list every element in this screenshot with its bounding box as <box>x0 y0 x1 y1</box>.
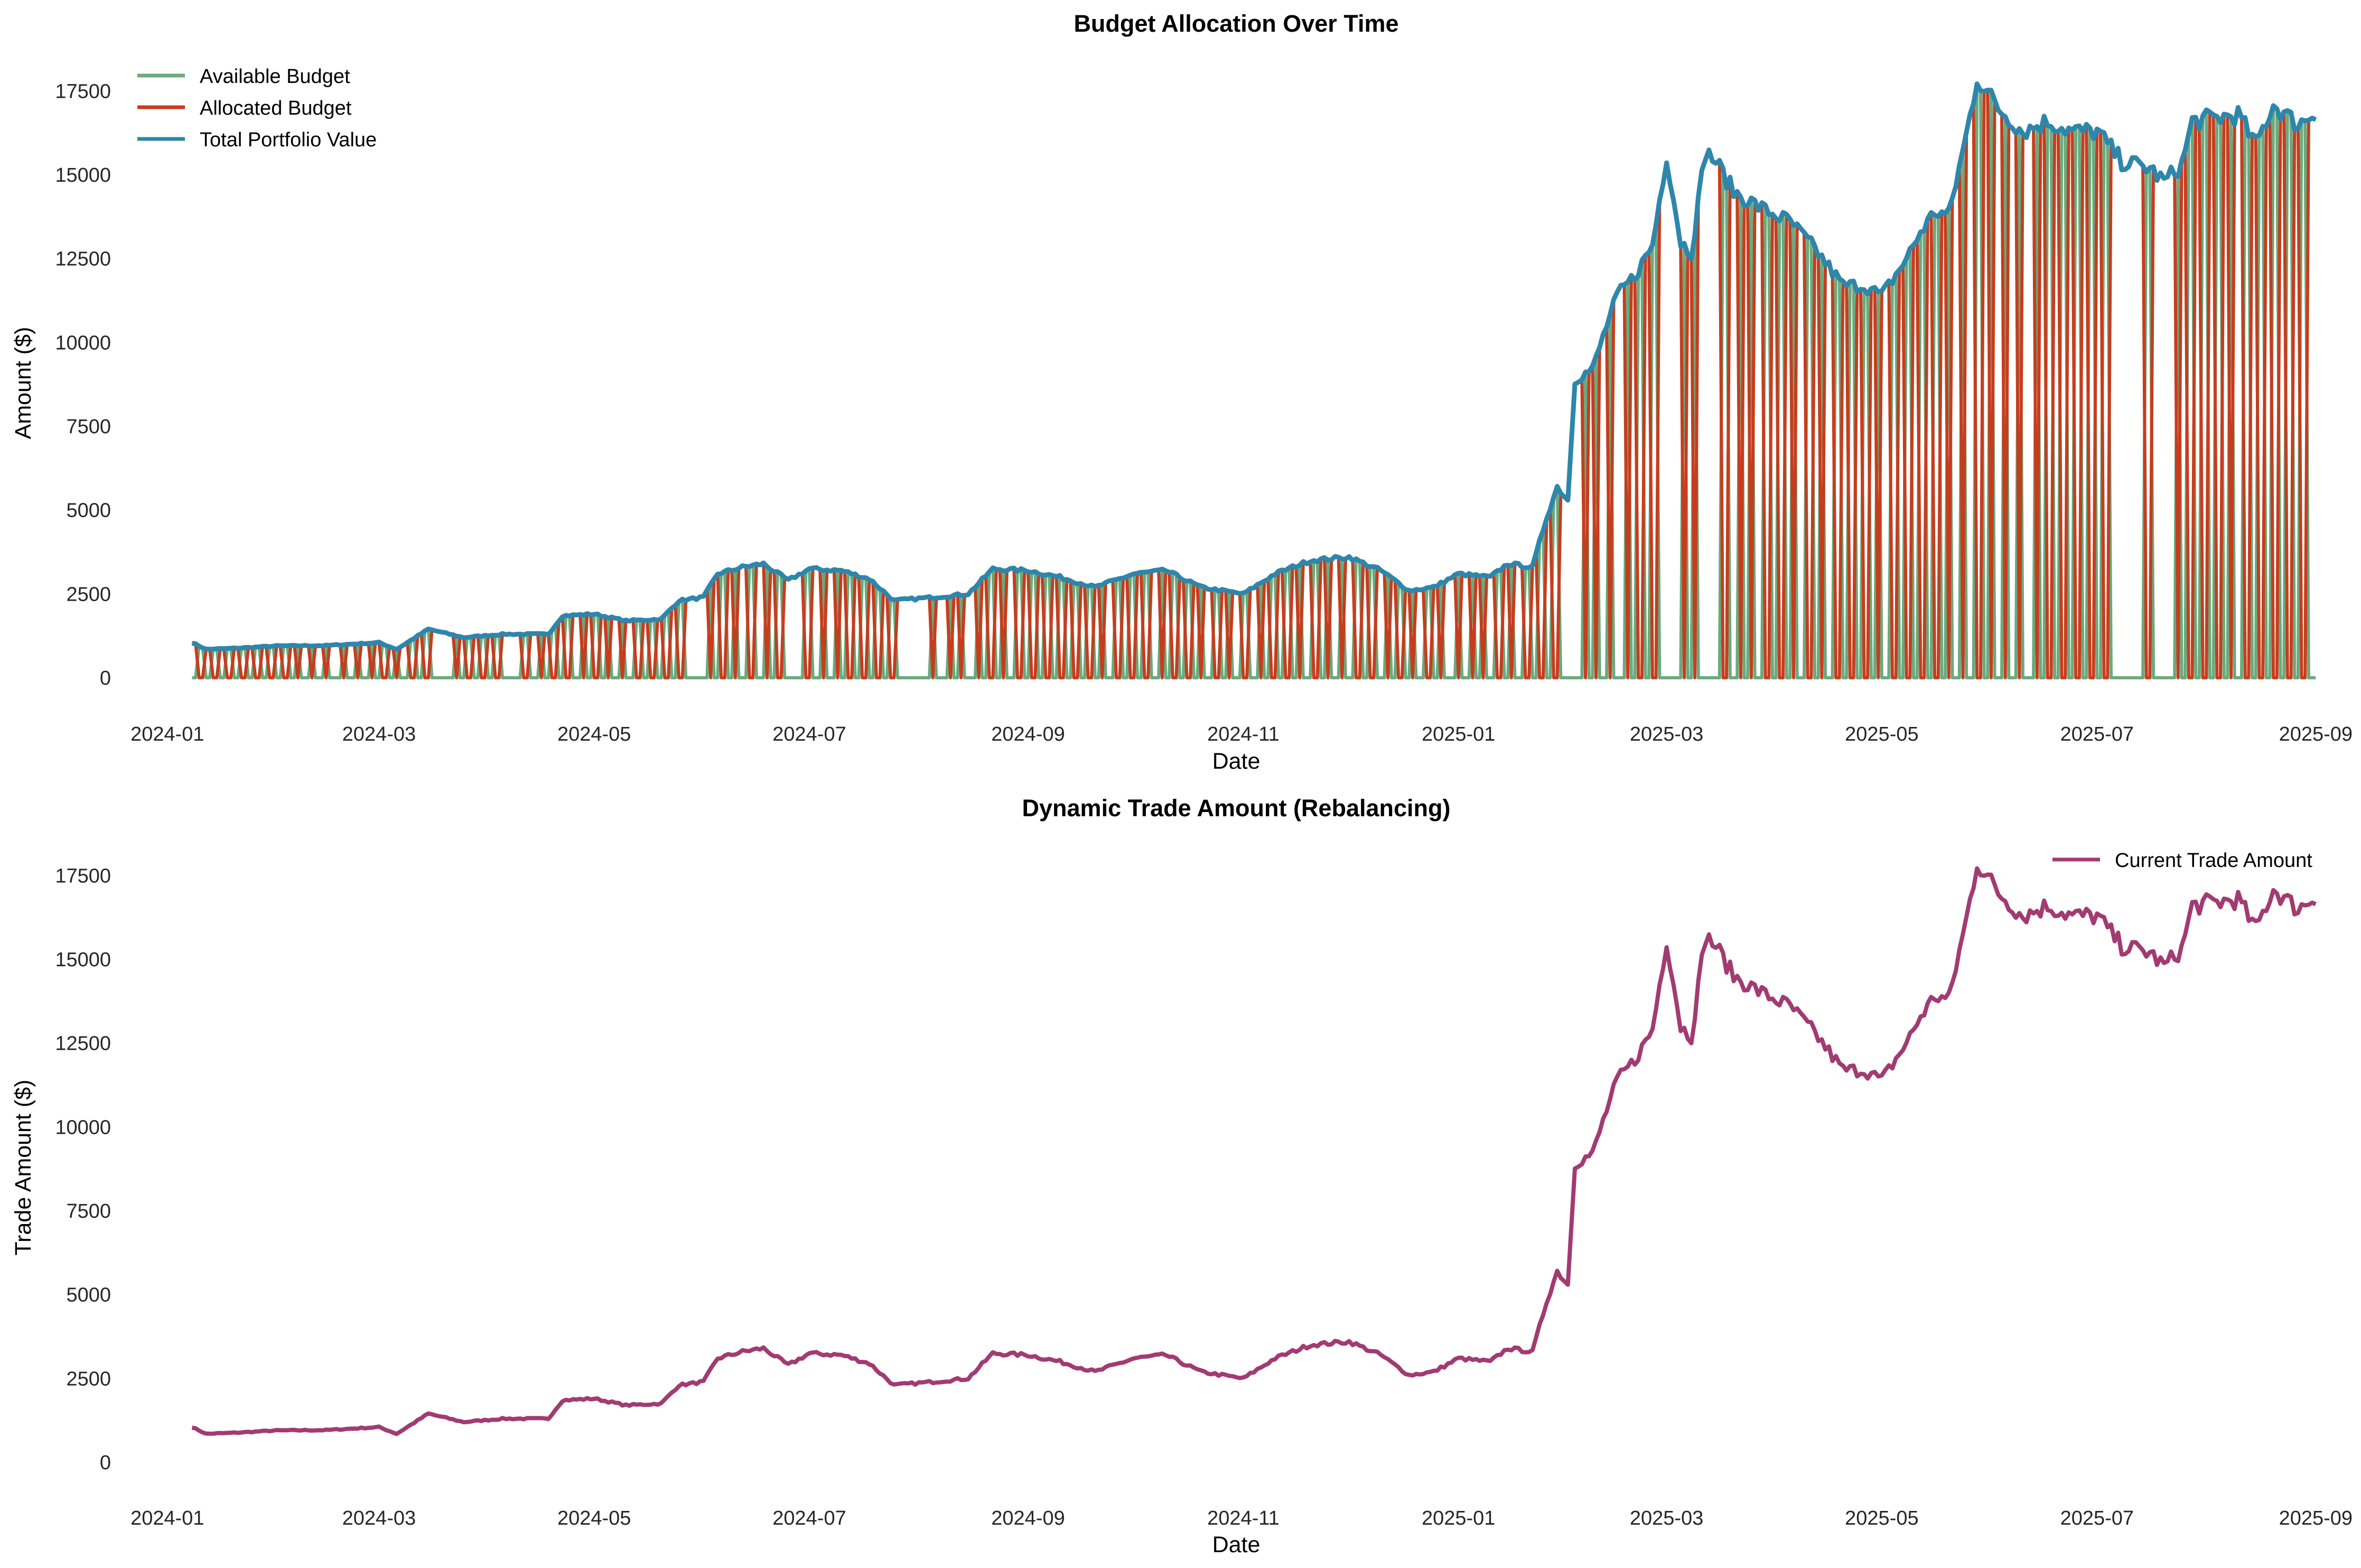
y-tick-labels: 0 2500 5000 7500 10000 12500 15000 17500 <box>55 81 111 689</box>
x-tick-label: 2025-07 <box>2060 1507 2134 1529</box>
y-tick-label: 15000 <box>55 164 111 186</box>
x-tick-label: 2025-09 <box>2279 723 2353 745</box>
legend: Available Budget Allocated Budget Total … <box>137 66 377 151</box>
x-tick-label: 2025-05 <box>1845 1507 1918 1529</box>
y-tick-label: 7500 <box>66 1200 111 1222</box>
y-tick-label: 7500 <box>66 416 111 438</box>
y-tick-label: 17500 <box>55 865 111 888</box>
y-tick-label: 2500 <box>66 1368 111 1390</box>
x-tick-label: 2024-09 <box>991 723 1065 745</box>
y-tick-label: 2500 <box>66 583 111 605</box>
y-tick-label: 12500 <box>55 248 111 270</box>
y-axis-label: Amount ($) <box>11 327 36 440</box>
y-tick-label: 5000 <box>66 500 111 522</box>
x-tick-label: 2025-03 <box>1630 1507 1703 1529</box>
x-tick-label: 2024-05 <box>557 1507 631 1529</box>
x-tick-labels: 2024-01 2024-03 2024-05 2024-07 2024-09 2024-… <box>130 1507 2353 1529</box>
x-tick-label: 2025-09 <box>2279 1507 2353 1529</box>
y-tick-label: 17500 <box>55 81 111 103</box>
legend-label: Allocated Budget <box>200 97 352 119</box>
x-tick-label: 2025-05 <box>1845 723 1918 745</box>
legend-label: Available Budget <box>200 66 350 88</box>
plot-area <box>191 866 2317 1436</box>
x-tick-label: 2024-09 <box>991 1507 1065 1529</box>
x-tick-label: 2025-01 <box>1422 723 1495 745</box>
x-axis-label: Date <box>1212 1532 1261 1557</box>
y-axis-label: Trade Amount ($) <box>11 1080 36 1256</box>
x-tick-label: 2024-03 <box>342 723 416 745</box>
legend-label: Current Trade Amount <box>2115 850 2312 872</box>
y-tick-label: 5000 <box>66 1284 111 1306</box>
x-tick-label: 2024-11 <box>1207 1507 1280 1529</box>
y-tick-label: 10000 <box>55 332 111 354</box>
budget-allocation-chart: Budget Allocation Over Time 0 2500 5000 750… <box>11 10 2353 774</box>
chart-title: Dynamic Trade Amount (Rebalancing) <box>1022 795 1451 822</box>
legend-label: Total Portfolio Value <box>200 129 377 151</box>
x-tick-label: 2024-01 <box>130 1507 204 1529</box>
y-tick-label: 0 <box>100 667 111 689</box>
x-axis-label: Date <box>1212 749 1261 774</box>
trade-amount-chart: Dynamic Trade Amount (Rebalancing) 0 2500… <box>11 795 2353 1557</box>
x-tick-label: 2024-07 <box>772 723 846 745</box>
plot-area <box>191 81 2317 679</box>
y-tick-label: 0 <box>100 1452 111 1474</box>
x-tick-label: 2025-03 <box>1630 723 1703 745</box>
x-tick-label: 2024-11 <box>1207 723 1280 745</box>
x-tick-label: 2025-01 <box>1422 1507 1495 1529</box>
chart-title: Budget Allocation Over Time <box>1074 10 1398 37</box>
legend: Current Trade Amount <box>2052 850 2312 872</box>
series-line-trade <box>191 866 2317 1436</box>
x-tick-label: 2025-07 <box>2060 723 2134 745</box>
y-tick-label: 12500 <box>55 1033 111 1055</box>
x-tick-label: 2024-03 <box>342 1507 416 1529</box>
y-tick-labels: 0 2500 5000 7500 10000 12500 15000 17500 <box>55 865 111 1474</box>
y-tick-label: 15000 <box>55 949 111 971</box>
series-line-total <box>191 81 2317 652</box>
y-tick-label: 10000 <box>55 1116 111 1138</box>
x-tick-label: 2024-07 <box>772 1507 846 1529</box>
x-tick-labels: 2024-01 2024-03 2024-05 2024-07 2024-09 2024-… <box>130 723 2353 745</box>
x-tick-label: 2024-01 <box>130 723 204 745</box>
x-tick-label: 2024-05 <box>557 723 631 745</box>
